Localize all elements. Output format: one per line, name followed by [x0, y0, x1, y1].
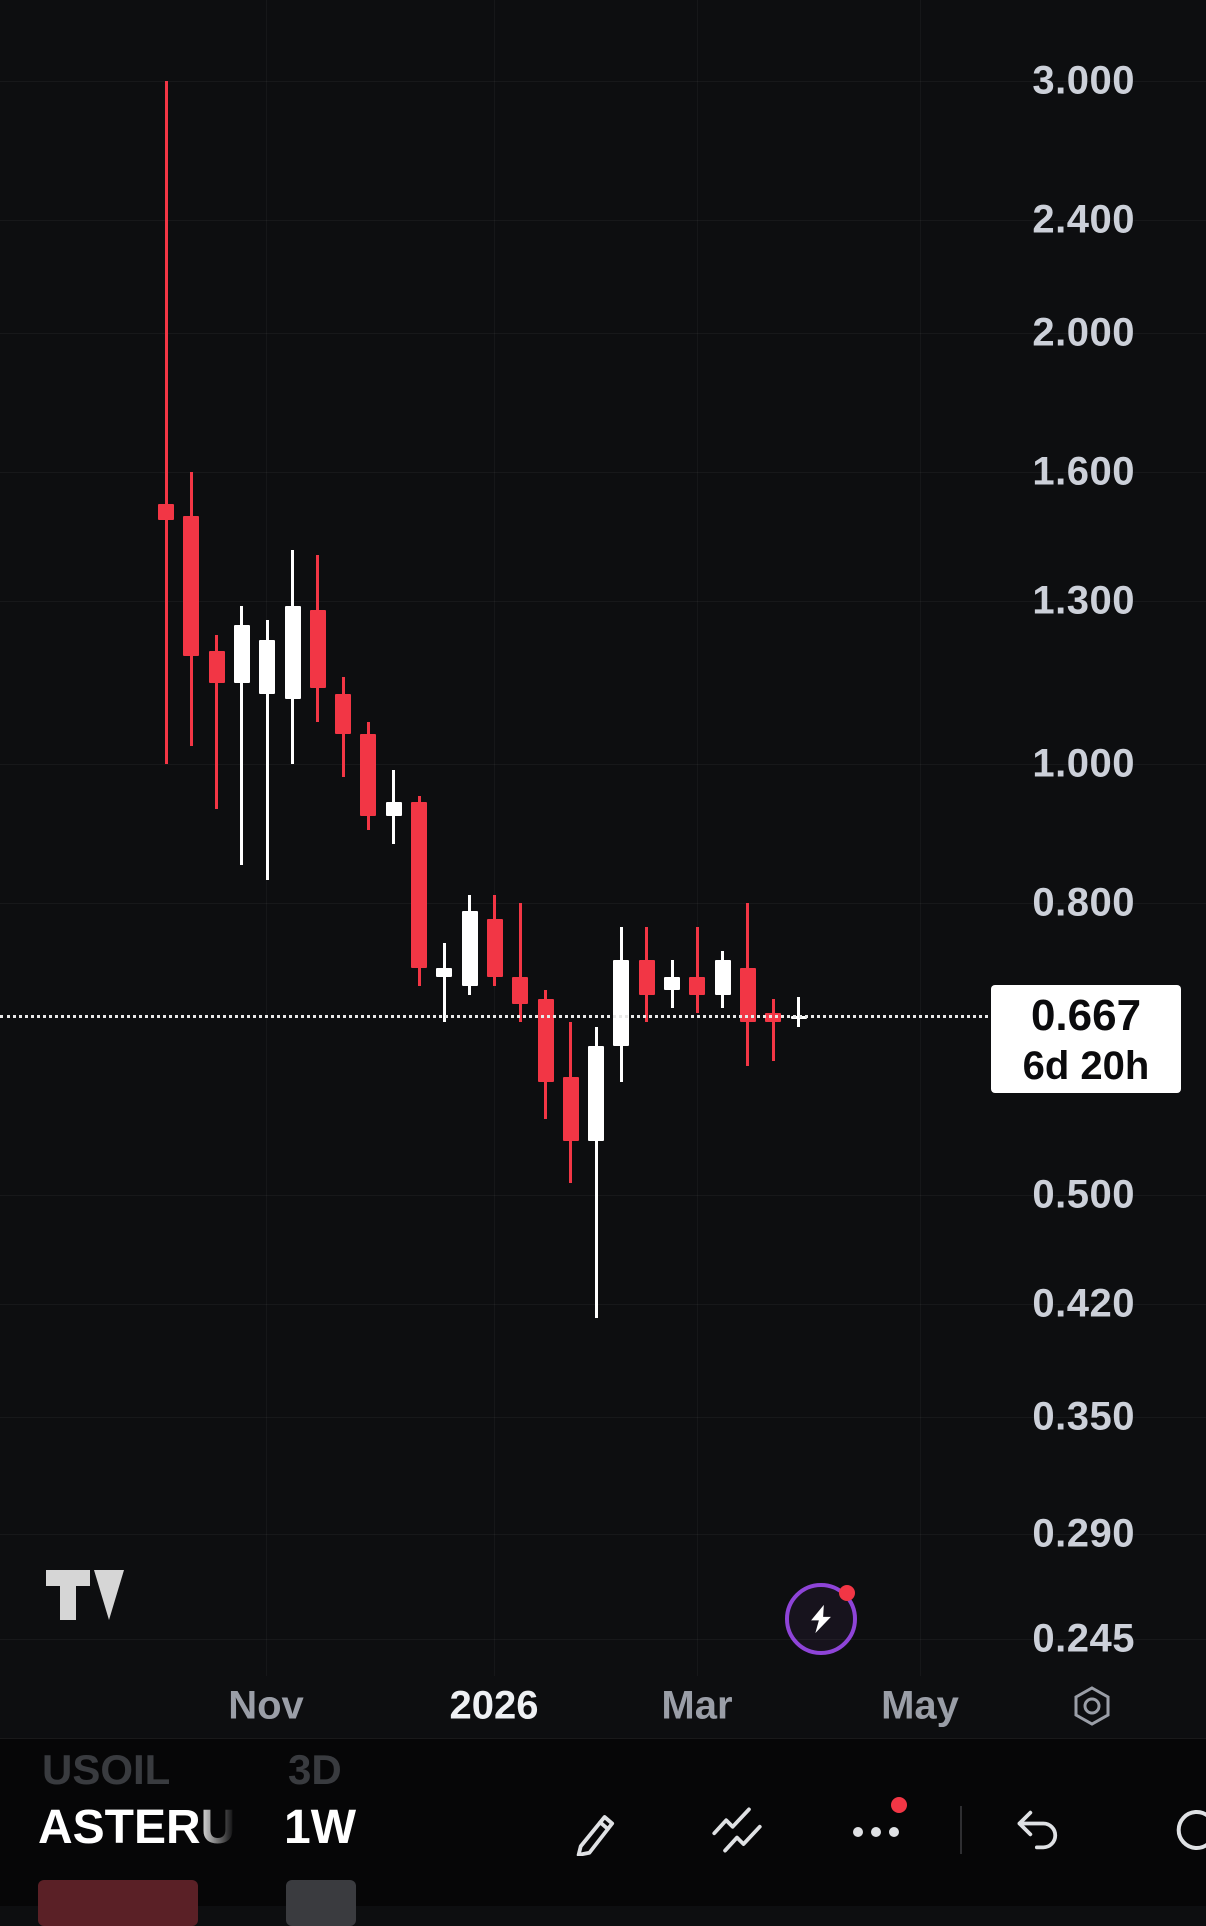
y-axis-label: 0.245 — [1032, 1616, 1135, 1661]
horizontal-gridline — [0, 471, 1206, 473]
notification-dot — [839, 1585, 855, 1601]
candle-body — [335, 693, 352, 734]
vertical-gridline — [697, 0, 698, 1676]
more-button[interactable] — [848, 1796, 908, 1852]
lightning-icon — [811, 1604, 831, 1634]
current-price-line — [0, 1014, 988, 1018]
current-price-value: 0.667 — [1030, 990, 1142, 1040]
y-axis-label: 1.600 — [1032, 449, 1135, 494]
horizontal-gridline — [0, 1416, 1206, 1418]
candle-body — [537, 999, 554, 1082]
clipped-row-fragment — [38, 1880, 198, 1926]
horizontal-gridline — [0, 1533, 1206, 1535]
candle-body — [259, 640, 276, 694]
candle-body — [739, 968, 756, 1023]
vertical-gridline — [920, 0, 921, 1676]
interval-button[interactable]: 1W — [284, 1801, 356, 1854]
candle-body — [562, 1076, 579, 1142]
bottom-panel — [0, 1738, 1206, 1906]
candle-wick — [518, 902, 522, 1023]
candle-body — [714, 959, 731, 995]
clipped-row-fragment — [286, 1880, 356, 1926]
y-axis-label: 0.290 — [1032, 1511, 1135, 1556]
candle-body — [233, 625, 250, 683]
tradingview-logo[interactable] — [42, 1566, 128, 1624]
x-axis-label: Nov — [228, 1683, 304, 1728]
candle-wick — [442, 942, 446, 1023]
y-axis-label: 0.420 — [1032, 1281, 1135, 1325]
y-axis-label: 0.800 — [1032, 880, 1135, 925]
vertical-gridline — [494, 0, 495, 1676]
horizontal-gridline — [0, 219, 1206, 221]
y-axis-label: 1.000 — [1032, 741, 1135, 786]
candle-wick — [265, 620, 269, 880]
toolbar-separator — [960, 1806, 962, 1854]
candle-body — [436, 968, 453, 977]
candle-body — [588, 1046, 605, 1142]
candle-body — [486, 918, 503, 977]
y-axis-label: 2.000 — [1032, 310, 1135, 355]
candle-wick — [240, 605, 244, 866]
draw-icon[interactable] — [571, 1804, 623, 1856]
horizontal-gridline — [0, 600, 1206, 602]
horizontal-gridline — [0, 1303, 1206, 1305]
previous-interval[interactable]: 3D — [288, 1746, 342, 1793]
partial-circle-icon[interactable] — [1164, 1804, 1206, 1856]
candle-body — [309, 610, 326, 688]
candle-body — [638, 959, 655, 995]
y-axis-label: 3.000 — [1032, 58, 1135, 103]
current-price-label[interactable]: 0.667 6d 20h — [991, 984, 1181, 1093]
chart-settings-icon[interactable] — [1070, 1684, 1114, 1728]
ellipsis-icon — [853, 1827, 899, 1837]
candle-wick — [695, 926, 699, 1014]
candle-wick — [771, 999, 775, 1062]
candle-body — [158, 503, 174, 521]
y-axis-label: 2.400 — [1032, 197, 1135, 242]
candle-wick — [164, 80, 168, 764]
candle-body — [208, 650, 225, 683]
candle-body — [360, 733, 377, 816]
candle-body — [183, 515, 200, 656]
candle-body — [613, 959, 630, 1047]
flash-button[interactable] — [785, 1583, 857, 1655]
candle-body — [689, 976, 706, 995]
x-axis-label: 2026 — [449, 1683, 539, 1728]
y-axis-label: 0.350 — [1032, 1394, 1135, 1439]
candle-countdown: 6d 20h — [1022, 1043, 1150, 1088]
candle-wick — [594, 1027, 598, 1319]
horizontal-gridline — [0, 1638, 1206, 1640]
x-axis-label: May — [881, 1683, 959, 1728]
horizontal-gridline — [0, 1195, 1206, 1197]
horizontal-gridline — [0, 764, 1206, 765]
candle-body — [461, 910, 478, 986]
candle-wick — [215, 635, 219, 810]
y-axis-label: 1.300 — [1032, 578, 1135, 623]
candle-body — [284, 605, 301, 700]
symbol-button[interactable]: ASTERU — [38, 1801, 236, 1854]
y-axis-label: 0.500 — [1032, 1172, 1135, 1217]
candle-body — [411, 802, 427, 969]
candle-body — [385, 802, 402, 816]
x-axis-label: Mar — [661, 1683, 733, 1728]
candle-body — [664, 976, 680, 991]
horizontal-gridline — [0, 332, 1206, 334]
previous-symbol[interactable]: USOIL — [42, 1746, 171, 1793]
undo-button[interactable] — [1013, 1804, 1065, 1856]
horizontal-gridline — [0, 80, 1206, 82]
horizontal-gridline — [0, 902, 1206, 904]
notification-dot — [891, 1797, 907, 1813]
trend-lines-icon[interactable] — [711, 1804, 763, 1856]
candle-body — [512, 976, 529, 1004]
candle-wick — [797, 997, 800, 1028]
